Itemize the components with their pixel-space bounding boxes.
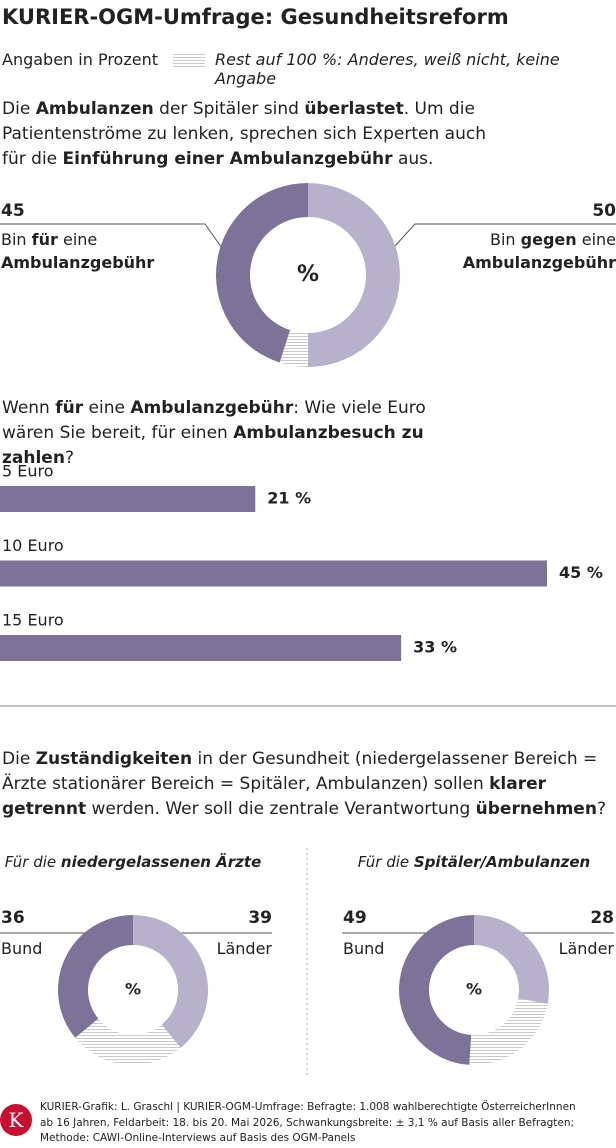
text-segment: . Um die Patientenströme zu lenken, spre… <box>2 99 486 169</box>
text-segment: überlastet <box>304 99 404 119</box>
legend-label: Bin gegen eine Ambulanzgebühr <box>456 228 616 274</box>
leader-line <box>0 223 223 249</box>
text-segment: Zuständigkeiten <box>35 749 193 769</box>
text-segment: : Wie viele Euro wären Sie bereit, für e… <box>2 398 426 443</box>
text-segment: Ambulanzgebühr <box>1 253 155 272</box>
legend-label: Bund <box>1 939 43 958</box>
donut-segment <box>216 183 308 363</box>
text-segment: Die <box>2 749 36 769</box>
question: Die Zuständigkeiten in der Gesundheit (n… <box>2 747 616 822</box>
logo: K <box>0 1104 32 1136</box>
text-segment: Spitäler/Ambulanzen <box>413 853 591 871</box>
bar <box>0 560 547 587</box>
legend-label: Länder <box>216 939 272 958</box>
donut-title: Für die Spitäler/Ambulanzen <box>334 853 614 871</box>
text-segment: aus. <box>392 149 434 169</box>
value-label: 39 <box>248 908 272 928</box>
rest-arc <box>469 998 548 1065</box>
text-segment: übernehmen <box>475 799 597 819</box>
text-segment: Ambulanzgebühr <box>130 398 294 418</box>
text-segment: ? <box>64 448 74 468</box>
legend-label: Bin für eine Ambulanzgebühr <box>1 228 161 274</box>
donut-segment <box>474 915 549 1005</box>
center-label: % <box>466 980 482 999</box>
text-segment: Ambulanzen <box>35 99 154 119</box>
text-segment: eine <box>57 230 98 249</box>
title: KURIER-OGM-Umfrage: Gesundheitsreform <box>2 5 509 29</box>
text-segment: klarer getrennt <box>2 774 547 819</box>
text-segment: werden. Wer soll die zentrale Verantwort… <box>86 799 476 819</box>
question: Die Ambulanzen der Spitäler sind überlas… <box>2 97 502 172</box>
value-label: 50 <box>592 201 616 221</box>
source: KURIER-Grafik: L. Graschl | KURIER-OGM-U… <box>40 1100 576 1147</box>
rest-arc <box>279 330 308 367</box>
text-segment: eine <box>576 230 616 249</box>
text-segment: Für die <box>4 853 61 871</box>
rest-arc <box>75 1018 181 1065</box>
leader-line <box>394 223 616 247</box>
value-label: 45 % <box>559 563 603 582</box>
center-label: % <box>125 980 141 999</box>
text-segment: in der Gesundheit (niedergelassener Bere… <box>2 749 598 794</box>
text-segment: Bin <box>1 230 32 249</box>
rest-note: Rest auf 100 %: Anderes, weiß nicht, kei… <box>215 50 560 88</box>
value-label: 36 <box>1 908 25 928</box>
value-label: 21 % <box>267 489 311 508</box>
text-segment: eine <box>83 398 131 418</box>
category-label: 15 Euro <box>2 611 64 630</box>
question: Wenn für eine Ambulanzgebühr: Wie viele … <box>2 396 472 471</box>
text-segment: Ambulanzgebühr <box>462 253 616 272</box>
legend-label: Länder <box>558 939 614 958</box>
donut-segment <box>133 915 208 1048</box>
text-segment: Für die <box>357 853 414 871</box>
bar <box>0 635 402 661</box>
text-segment: Einführung einer Ambulanzgebühr <box>62 149 393 169</box>
legend-label: Bund <box>343 939 385 958</box>
category-label: 5 Euro <box>2 462 54 481</box>
rest-swatch <box>173 52 205 68</box>
text-segment: Die <box>2 99 36 119</box>
value-label: 33 % <box>413 638 457 657</box>
donut-title: Für die niedergelassenen Ärzte <box>0 853 273 871</box>
donut-segment <box>398 915 474 1065</box>
text-segment: Bin <box>489 230 521 249</box>
center-label: % <box>297 262 319 287</box>
source-line: Methode: CAWI-Online-Interviews auf Basi… <box>40 1132 356 1144</box>
donut-segment <box>58 915 133 1038</box>
text-segment: der Spitäler sind <box>153 99 305 119</box>
value-label: 49 <box>343 908 367 928</box>
donut-segment <box>308 183 400 367</box>
source-line: ab 16 Jahren, Feldarbeit: 18. bis 20. Ma… <box>40 1116 575 1129</box>
text-segment: ? <box>596 799 606 819</box>
bar <box>0 486 256 512</box>
text-segment: für <box>31 230 58 249</box>
category-label: 10 Euro <box>2 536 64 555</box>
text-segment: niedergelassenen Ärzte <box>60 853 262 871</box>
value-label: 45 <box>1 201 25 221</box>
text-segment: gegen <box>520 230 577 249</box>
text-segment: Wenn <box>2 398 56 418</box>
unit-note: Angaben in Prozent <box>2 50 158 69</box>
source-line: KURIER-Grafik: L. Graschl | KURIER-OGM-U… <box>40 1101 576 1113</box>
text-segment: für <box>55 398 84 418</box>
value-label: 28 <box>590 908 614 928</box>
text-segment: Ambulanzbesuch zu zahlen <box>2 423 424 468</box>
